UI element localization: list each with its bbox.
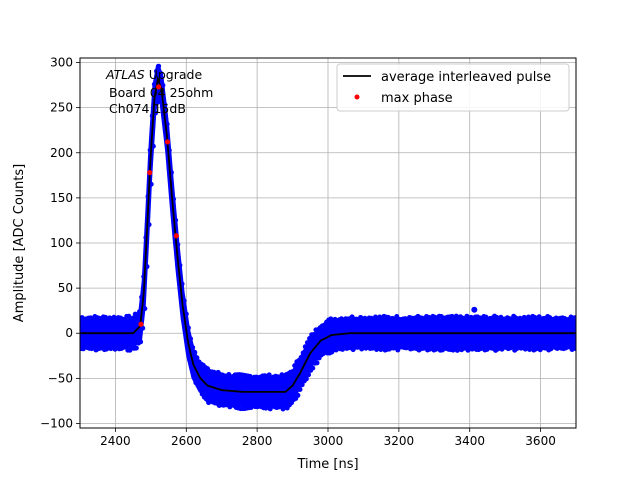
legend-label-max-phase: max phase (381, 91, 453, 106)
data-point (302, 344, 308, 350)
average-pulse-line (80, 75, 576, 393)
y-tick-label: 0 (65, 326, 73, 340)
max-phase-marker (147, 170, 153, 176)
data-point (299, 382, 305, 388)
data-point (300, 350, 306, 356)
legend-marker-swatch (354, 94, 360, 100)
max-phase-marker (173, 233, 179, 239)
y-tick-label: −50 (48, 371, 73, 385)
x-tick-label: 3400 (454, 434, 485, 448)
data-point (188, 336, 194, 342)
legend-box (336, 63, 570, 112)
x-tick-label: 2600 (171, 434, 202, 448)
data-point (195, 382, 201, 388)
legend-label-average: average interleaved pulse (381, 70, 551, 85)
max-phase-marker (156, 84, 162, 90)
x-tick-label: 3000 (313, 434, 344, 448)
max-phase-marker (138, 321, 144, 327)
data-point (573, 346, 576, 352)
data-point (197, 386, 203, 392)
max-phase-marker (164, 139, 171, 145)
ticks: 2400 2600 2800 3000 3200 3400 3600 −100 −50 0 50 10… (40, 56, 556, 448)
data-point-outlier (471, 306, 478, 313)
annotation-line2: Board 04 25ohm (109, 85, 213, 100)
y-tick-label: 300 (50, 56, 73, 70)
y-tick-label: −100 (40, 416, 73, 430)
legend: average interleaved pulse max phase (336, 63, 570, 112)
y-tick-label: 250 (50, 101, 73, 115)
data-point (185, 325, 191, 331)
data-point (133, 345, 139, 351)
x-tick-label: 3600 (525, 434, 556, 448)
data-point (306, 372, 312, 378)
data-point (183, 311, 189, 317)
x-axis-label: Time [ns] (296, 457, 358, 472)
data-point (154, 68, 160, 74)
data-point (155, 99, 161, 105)
y-tick-label: 200 (50, 146, 73, 160)
y-axis-label: Amplitude [ADC Counts] (12, 164, 27, 322)
data-point (130, 315, 136, 321)
data-point (311, 332, 317, 338)
data-layer (80, 63, 576, 412)
data-point (303, 376, 309, 382)
data-point (142, 306, 148, 312)
plot-area (80, 63, 576, 412)
data-point (190, 344, 196, 350)
data-point (158, 70, 164, 76)
annotation-atlas: ATLAS (105, 67, 145, 82)
annotation-upgrade: Upgrade (149, 67, 203, 82)
data-point (160, 82, 166, 88)
data-point (292, 363, 298, 369)
annotation-line3: Ch074 15dB (109, 101, 186, 116)
data-point (307, 336, 313, 342)
data-point (314, 360, 320, 366)
annotation-line1: ATLAS Upgrade (105, 67, 202, 82)
y-tick-label: 100 (50, 236, 73, 250)
data-point (572, 315, 576, 321)
data-point (192, 349, 198, 355)
data-point (194, 355, 200, 361)
data-point (151, 81, 157, 87)
y-tick-label: 150 (50, 191, 73, 205)
data-point (304, 340, 310, 346)
data-point (186, 357, 192, 363)
data-point (290, 369, 296, 375)
data-point (191, 373, 197, 379)
data-point (138, 339, 144, 345)
data-point (295, 392, 301, 398)
x-tick-label: 2400 (100, 434, 131, 448)
y-tick-label: 50 (58, 281, 73, 295)
x-tick-label: 2800 (242, 434, 273, 448)
data-point (297, 387, 303, 393)
x-tick-label: 3200 (384, 434, 415, 448)
data-point (157, 93, 163, 99)
annotation: ATLAS Upgrade Board 04 25ohm Ch074 15dB (105, 67, 213, 116)
data-point (298, 354, 304, 360)
data-point (310, 365, 316, 371)
data-point (140, 325, 146, 331)
data-point (156, 63, 162, 69)
